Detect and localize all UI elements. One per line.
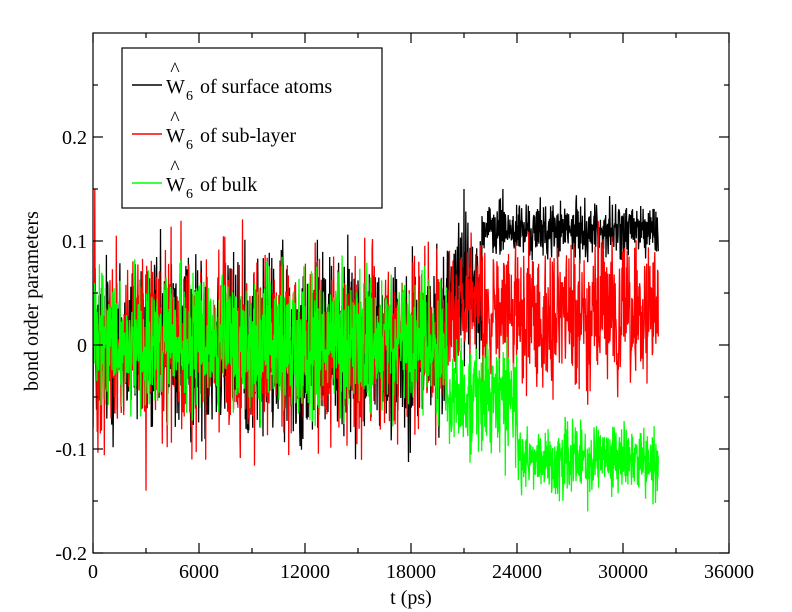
y-tick-label: -0.2 xyxy=(55,543,87,565)
ticks-layer: 0 6000 12000 18000 24000 30000 36000 -0.2 -0.1 0 0… xyxy=(55,33,754,583)
y-tick-label: 0 xyxy=(77,335,87,357)
legend-entry-label: of bulk xyxy=(200,174,257,196)
x-tick-label: 18000 xyxy=(386,561,436,583)
x-tick-label: 6000 xyxy=(179,561,219,583)
x-tick-label: 12000 xyxy=(280,561,330,583)
legend: ^W 6 of surface atoms^W 6 of sub-layer^W 6 of … xyxy=(121,47,383,209)
legend-symbol: W xyxy=(166,76,185,98)
y-tick-label: 0.1 xyxy=(62,231,87,253)
series-layer xyxy=(93,188,659,512)
y-tick-label: -0.1 xyxy=(55,439,87,461)
x-tick-label: 36000 xyxy=(704,561,754,583)
series-line-3 xyxy=(93,255,659,512)
legend-hat: ^ xyxy=(170,157,180,179)
legend-hat: ^ xyxy=(170,59,180,81)
legend-entry-label: of sub-layer xyxy=(200,125,296,147)
legend-symbol: W xyxy=(166,125,185,147)
legend-entry-label: of surface atoms xyxy=(200,76,332,98)
x-tick-label: 0 xyxy=(88,561,98,583)
legend-hat: ^ xyxy=(170,108,180,130)
legend-box xyxy=(121,47,383,209)
x-tick-label: 30000 xyxy=(598,561,648,583)
legend-symbol: W xyxy=(166,174,185,196)
x-tick-label: 24000 xyxy=(492,561,542,583)
legend-subscript: 6 xyxy=(186,138,193,153)
legend-subscript: 6 xyxy=(186,187,193,202)
legend-subscript: 6 xyxy=(186,89,193,104)
x-axis-label: t (ps) xyxy=(390,587,432,609)
y-tick-label: 0.2 xyxy=(62,127,87,149)
y-axis-label: bond order parameters xyxy=(21,211,43,391)
